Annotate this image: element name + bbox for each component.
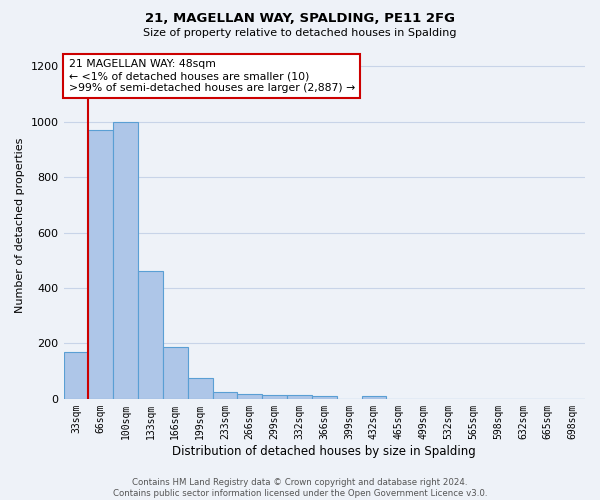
Bar (312, 396, 337, 399)
Text: 21 MAGELLAN WAY: 48sqm
← <1% of detached houses are smaller (10)
>99% of semi-de: 21 MAGELLAN WAY: 48sqm ← <1% of detached… (69, 60, 355, 92)
Bar (238, 394, 262, 399)
Text: Size of property relative to detached houses in Spalding: Size of property relative to detached ho… (143, 28, 457, 38)
Bar (287, 395, 312, 399)
Bar (163, 346, 188, 399)
Bar (138, 272, 163, 399)
Bar (64, 352, 88, 399)
Bar (113, 122, 138, 399)
Bar (88, 130, 113, 399)
Bar (188, 378, 212, 399)
Bar (212, 392, 238, 399)
X-axis label: Distribution of detached houses by size in Spalding: Distribution of detached houses by size … (172, 444, 476, 458)
Text: Contains HM Land Registry data © Crown copyright and database right 2024.
Contai: Contains HM Land Registry data © Crown c… (113, 478, 487, 498)
Text: 21, MAGELLAN WAY, SPALDING, PE11 2FG: 21, MAGELLAN WAY, SPALDING, PE11 2FG (145, 12, 455, 26)
Bar (362, 396, 386, 399)
Bar (262, 394, 287, 399)
Y-axis label: Number of detached properties: Number of detached properties (15, 138, 25, 314)
